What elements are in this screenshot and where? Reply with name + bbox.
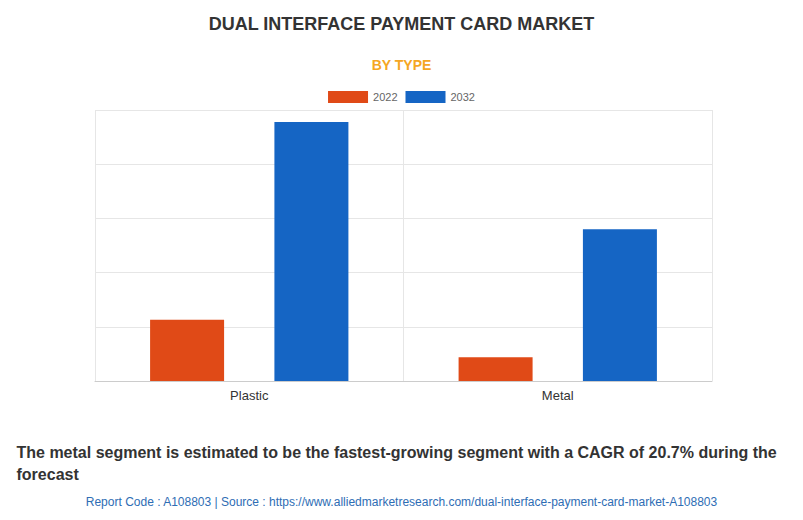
svg-text:forecast: forecast	[17, 466, 80, 483]
svg-text:2032: 2032	[451, 91, 475, 103]
svg-text:Plastic: Plastic	[230, 388, 269, 403]
svg-text:The metal segment is estimated: The metal segment is estimated to be the…	[17, 444, 782, 461]
svg-text:2022: 2022	[373, 91, 397, 103]
svg-text:Metal: Metal	[542, 388, 574, 403]
svg-text:DUAL INTERFACE PAYMENT CARD MA: DUAL INTERFACE PAYMENT CARD MARKET	[209, 14, 595, 34]
svg-text:BY TYPE: BY TYPE	[372, 57, 432, 73]
svg-text:Report Code : A108803 | Source: Report Code : A108803 | Source : https:/…	[86, 495, 718, 509]
